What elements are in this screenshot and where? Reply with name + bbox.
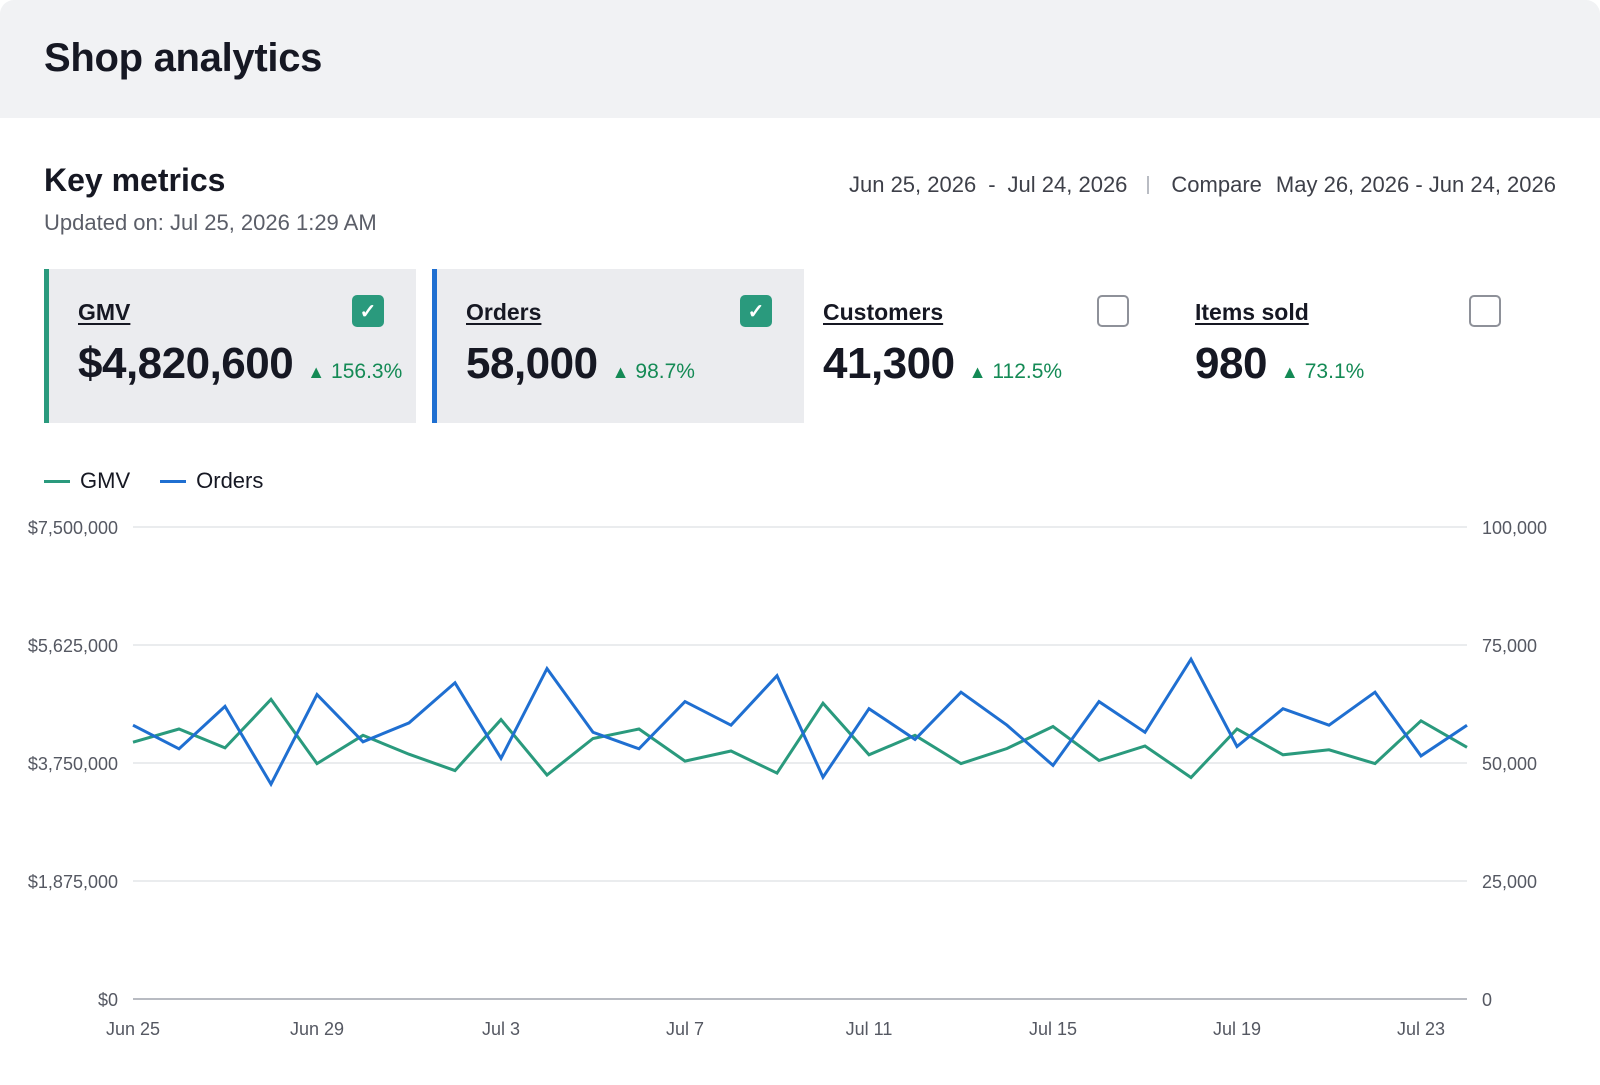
- metric-checkbox[interactable]: ✓: [740, 295, 772, 327]
- metric-card-customers[interactable]: Customers 41,300 ▲ 112.5%: [789, 269, 1161, 423]
- updated-timestamp: Updated on: Jul 25, 2026 1:29 AM: [44, 210, 377, 235]
- metric-value-row: 980 ▲ 73.1%: [1195, 339, 1364, 389]
- date-range-end[interactable]: Jul 24, 2026: [1007, 172, 1128, 197]
- up-triangle-icon: ▲: [307, 362, 326, 382]
- compare-label: Compare: [1171, 172, 1262, 197]
- metric-delta-value: 156.3%: [331, 360, 403, 383]
- series-line-gmv: [132, 697, 1468, 780]
- metric-value: 980: [1195, 339, 1267, 388]
- x-tick-label: Jul 23: [1397, 1019, 1445, 1039]
- metric-card-gmv[interactable]: GMV ✓ $4,820,600 ▲ 156.3%: [44, 269, 416, 423]
- metric-value-row: 41,300 ▲ 112.5%: [823, 339, 1062, 389]
- date-range-picker[interactable]: Jun 25, 2026 - Jul 24, 2026 Compare May …: [849, 172, 1556, 198]
- section-title: Key metrics: [44, 162, 226, 198]
- legend-swatch: [160, 479, 187, 483]
- y-left-tick-label: $7,500,000: [28, 518, 118, 538]
- y-right-tick-label: 50,000: [1482, 754, 1537, 774]
- metric-checkbox[interactable]: ✓: [352, 295, 384, 327]
- chart-legend: GMV Orders: [44, 468, 293, 494]
- page-title: Shop analytics: [44, 36, 323, 80]
- metric-value: 58,000: [466, 339, 598, 388]
- metric-label[interactable]: Customers: [823, 299, 944, 325]
- metric-label[interactable]: Orders: [466, 299, 542, 325]
- legend-item-orders[interactable]: Orders: [160, 468, 263, 494]
- date-range-separator: -: [988, 172, 996, 197]
- metric-label[interactable]: GMV: [78, 299, 131, 325]
- compare-range[interactable]: May 26, 2026 - Jun 24, 2026: [1275, 172, 1556, 197]
- series-line-orders: [132, 656, 1468, 788]
- card-accent-bar: [432, 269, 437, 423]
- legend-item-gmv[interactable]: GMV: [44, 468, 130, 494]
- metric-value: $4,820,600: [78, 339, 294, 388]
- legend-swatch: [44, 479, 70, 483]
- y-right-tick-label: 100,000: [1482, 518, 1547, 538]
- metric-delta: ▲ 98.7%: [612, 360, 695, 384]
- line-chart: $0 0 $1,875,000 25,000 $3,750,000 50,000 $5,62…: [28, 518, 1547, 1039]
- metric-label[interactable]: Items sold: [1195, 299, 1309, 325]
- y-left-tick-label: $5,625,000: [28, 636, 118, 656]
- y-left-tick-label: $3,750,000: [28, 754, 118, 774]
- x-tick-label: Jul 11: [846, 1019, 893, 1039]
- x-tick-label: Jun 25: [106, 1019, 160, 1039]
- x-tick-label: Jun 29: [290, 1019, 344, 1039]
- metric-checkbox[interactable]: [1469, 295, 1501, 327]
- metric-delta: ▲ 156.3%: [307, 360, 402, 384]
- up-triangle-icon: ▲: [968, 362, 987, 382]
- metric-value-row: 58,000 ▲ 98.7%: [466, 339, 695, 389]
- metric-delta: ▲ 73.1%: [1281, 360, 1364, 384]
- metric-value: 41,300: [823, 339, 955, 388]
- x-tick-label: Jul 15: [1029, 1019, 1077, 1039]
- legend-label: Orders: [196, 468, 264, 493]
- metric-delta-value: 112.5%: [992, 360, 1063, 383]
- metric-cards: GMV ✓ $4,820,600 ▲ 156.3% Orders ✓ 58,00…: [44, 269, 1556, 423]
- y-left-tick-label: $0: [98, 990, 118, 1010]
- y-right-tick-label: 25,000: [1482, 872, 1537, 892]
- metric-card-orders[interactable]: Orders ✓ 58,000 ▲ 98.7%: [432, 269, 804, 423]
- top-bar: Shop analytics: [0, 0, 1600, 118]
- x-tick-label: Jul 7: [666, 1019, 704, 1039]
- card-accent-bar: [44, 269, 49, 423]
- metric-delta-value: 73.1%: [1304, 360, 1365, 383]
- up-triangle-icon: ▲: [1280, 362, 1299, 382]
- metric-value-row: $4,820,600 ▲ 156.3%: [78, 339, 402, 389]
- x-tick-label: Jul 3: [482, 1019, 520, 1039]
- legend-label: GMV: [80, 468, 131, 493]
- metric-delta: ▲ 112.5%: [969, 360, 1063, 384]
- up-triangle-icon: ▲: [611, 362, 630, 382]
- y-right-tick-label: 0: [1482, 990, 1492, 1010]
- date-range-start[interactable]: Jun 25, 2026: [848, 172, 977, 197]
- x-tick-label: Jul 19: [1213, 1019, 1261, 1039]
- metric-card-items-sold[interactable]: Items sold 980 ▲ 73.1%: [1161, 269, 1533, 423]
- metric-delta-value: 98.7%: [635, 360, 695, 383]
- metric-checkbox[interactable]: [1097, 295, 1129, 327]
- y-left-tick-label: $1,875,000: [28, 872, 118, 892]
- date-range-divider: [1147, 176, 1150, 194]
- y-right-tick-label: 75,000: [1482, 636, 1537, 656]
